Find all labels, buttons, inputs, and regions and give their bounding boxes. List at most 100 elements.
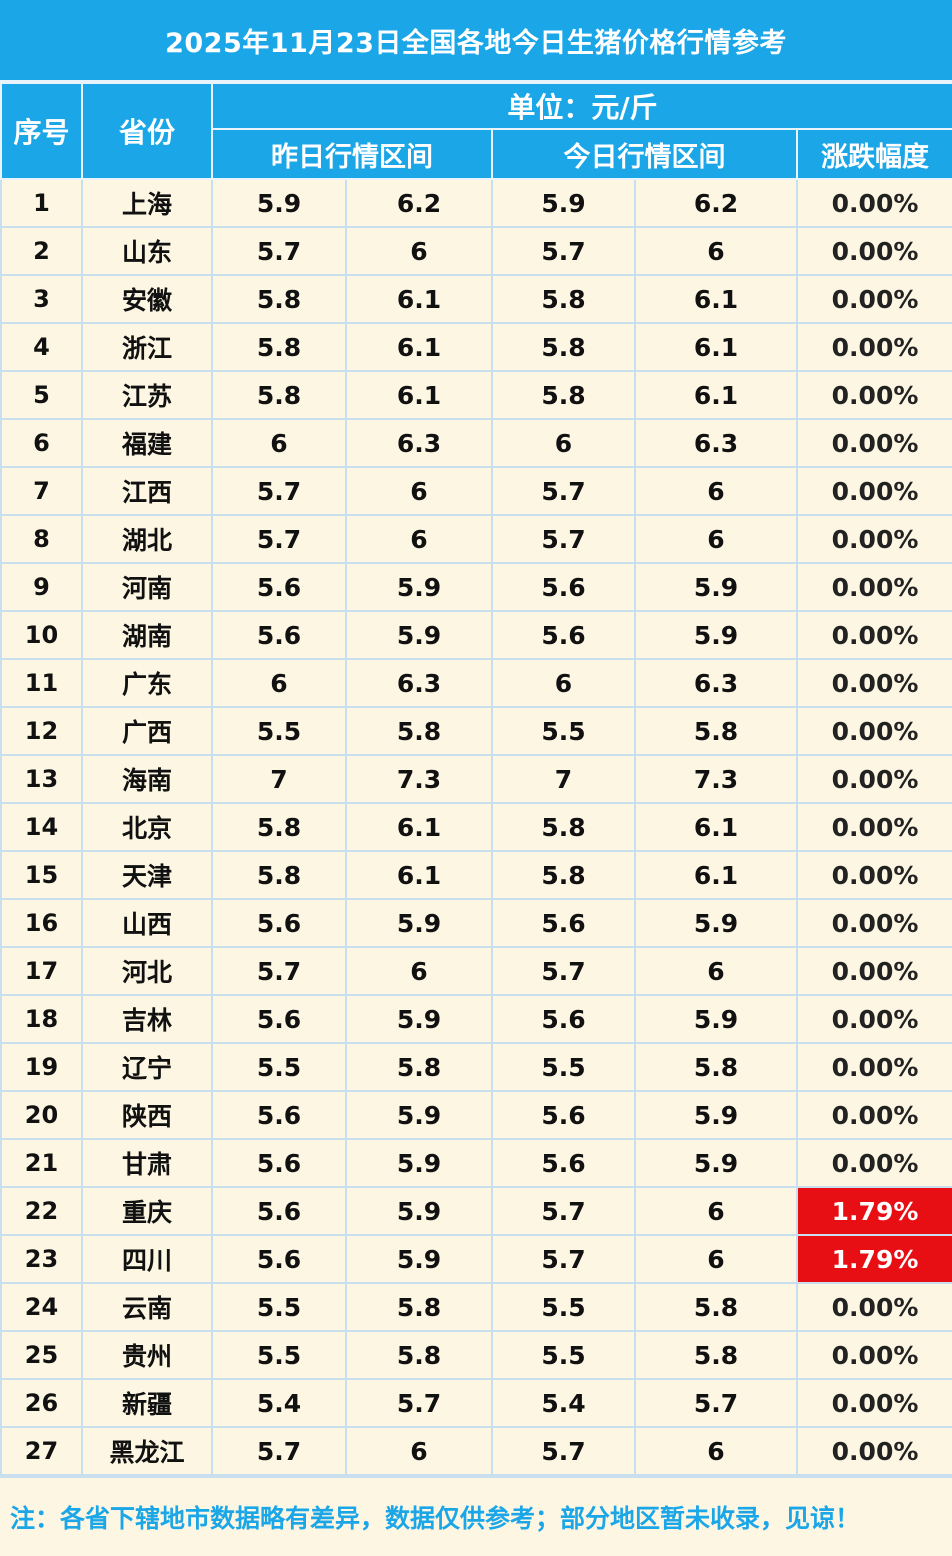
yesterday-low: 5.6 bbox=[211, 562, 347, 612]
yesterday-high: 5.8 bbox=[345, 1282, 493, 1332]
yesterday-low: 5.6 bbox=[211, 1090, 347, 1140]
row-province: 贵州 bbox=[81, 1330, 213, 1380]
row-index: 15 bbox=[0, 850, 83, 900]
today-low: 5.8 bbox=[491, 850, 636, 900]
row-index: 3 bbox=[0, 274, 83, 324]
row-province: 陕西 bbox=[81, 1090, 213, 1140]
today-low: 5.5 bbox=[491, 706, 636, 756]
yesterday-high: 5.9 bbox=[345, 562, 493, 612]
row-index: 1 bbox=[0, 178, 83, 228]
today-low: 5.5 bbox=[491, 1282, 636, 1332]
today-low: 6 bbox=[491, 658, 636, 708]
today-low: 5.8 bbox=[491, 370, 636, 420]
today-low: 5.4 bbox=[491, 1378, 636, 1428]
row-province: 安徽 bbox=[81, 274, 213, 324]
yesterday-low: 6 bbox=[211, 418, 347, 468]
today-low: 5.6 bbox=[491, 898, 636, 948]
today-high: 6 bbox=[634, 1186, 798, 1236]
yesterday-high: 6.1 bbox=[345, 370, 493, 420]
row-province: 辽宁 bbox=[81, 1042, 213, 1092]
yesterday-low: 5.5 bbox=[211, 706, 347, 756]
today-high: 6 bbox=[634, 466, 798, 516]
change-percent: 0.00% bbox=[795, 1138, 952, 1188]
price-table: 序号 省份 单位：元/斤 昨日行情区间 今日行情区间 涨跌幅度 1 上海 5.9 6.… bbox=[0, 82, 952, 1476]
row-province: 山西 bbox=[81, 898, 213, 948]
row-province: 浙江 bbox=[81, 322, 213, 372]
today-high: 5.9 bbox=[634, 562, 798, 612]
today-low: 5.5 bbox=[491, 1330, 636, 1380]
yesterday-low: 5.6 bbox=[211, 1138, 347, 1188]
yesterday-low: 5.7 bbox=[211, 514, 347, 564]
row-province: 上海 bbox=[81, 178, 213, 228]
table-row: 16 山西 5.6 5.9 5.6 5.9 0.00% bbox=[0, 898, 952, 948]
today-low: 5.7 bbox=[491, 466, 636, 516]
yesterday-high: 6 bbox=[345, 466, 493, 516]
yesterday-low: 5.7 bbox=[211, 226, 347, 276]
yesterday-high: 6.1 bbox=[345, 850, 493, 900]
today-high: 5.8 bbox=[634, 706, 798, 756]
table-row: 8 湖北 5.7 6 5.7 6 0.00% bbox=[0, 514, 952, 564]
yesterday-low: 5.7 bbox=[211, 466, 347, 516]
header-today: 今日行情区间 bbox=[491, 128, 798, 180]
change-percent: 0.00% bbox=[795, 1042, 952, 1092]
yesterday-high: 5.9 bbox=[345, 994, 493, 1044]
yesterday-low: 5.5 bbox=[211, 1282, 347, 1332]
table-header: 序号 省份 单位：元/斤 昨日行情区间 今日行情区间 涨跌幅度 bbox=[0, 82, 952, 180]
row-province: 河北 bbox=[81, 946, 213, 996]
change-percent: 0.00% bbox=[795, 178, 952, 228]
today-low: 5.5 bbox=[491, 1042, 636, 1092]
yesterday-high: 5.9 bbox=[345, 610, 493, 660]
today-low: 7 bbox=[491, 754, 636, 804]
change-percent: 0.00% bbox=[795, 322, 952, 372]
today-high: 6.1 bbox=[634, 802, 798, 852]
yesterday-low: 5.5 bbox=[211, 1330, 347, 1380]
yesterday-low: 5.4 bbox=[211, 1378, 347, 1428]
change-percent: 0.00% bbox=[795, 754, 952, 804]
table-row: 11 广东 6 6.3 6 6.3 0.00% bbox=[0, 658, 952, 708]
today-high: 5.8 bbox=[634, 1042, 798, 1092]
table-row: 5 江苏 5.8 6.1 5.8 6.1 0.00% bbox=[0, 370, 952, 420]
row-province: 江西 bbox=[81, 466, 213, 516]
row-index: 26 bbox=[0, 1378, 83, 1428]
yesterday-low: 5.6 bbox=[211, 898, 347, 948]
yesterday-high: 6 bbox=[345, 1426, 493, 1476]
today-high: 6 bbox=[634, 226, 798, 276]
row-province: 广西 bbox=[81, 706, 213, 756]
today-low: 5.8 bbox=[491, 322, 636, 372]
yesterday-high: 5.9 bbox=[345, 1138, 493, 1188]
table-row: 17 河北 5.7 6 5.7 6 0.00% bbox=[0, 946, 952, 996]
row-province: 北京 bbox=[81, 802, 213, 852]
change-percent: 0.00% bbox=[795, 898, 952, 948]
yesterday-low: 5.6 bbox=[211, 994, 347, 1044]
today-high: 5.9 bbox=[634, 994, 798, 1044]
table-row: 24 云南 5.5 5.8 5.5 5.8 0.00% bbox=[0, 1282, 952, 1332]
row-index: 25 bbox=[0, 1330, 83, 1380]
row-province: 新疆 bbox=[81, 1378, 213, 1428]
row-province: 湖北 bbox=[81, 514, 213, 564]
row-province: 四川 bbox=[81, 1234, 213, 1284]
yesterday-high: 5.9 bbox=[345, 898, 493, 948]
table-row: 6 福建 6 6.3 6 6.3 0.00% bbox=[0, 418, 952, 468]
table-row: 4 浙江 5.8 6.1 5.8 6.1 0.00% bbox=[0, 322, 952, 372]
row-province: 广东 bbox=[81, 658, 213, 708]
change-percent: 0.00% bbox=[795, 1378, 952, 1428]
change-percent: 0.00% bbox=[795, 994, 952, 1044]
row-index: 10 bbox=[0, 610, 83, 660]
today-high: 7.3 bbox=[634, 754, 798, 804]
yesterday-low: 5.8 bbox=[211, 274, 347, 324]
today-low: 5.8 bbox=[491, 274, 636, 324]
yesterday-high: 6.3 bbox=[345, 658, 493, 708]
today-high: 6 bbox=[634, 1426, 798, 1476]
header-province: 省份 bbox=[81, 82, 213, 180]
table-row: 7 江西 5.7 6 5.7 6 0.00% bbox=[0, 466, 952, 516]
row-province: 重庆 bbox=[81, 1186, 213, 1236]
yesterday-low: 6 bbox=[211, 658, 347, 708]
today-high: 5.8 bbox=[634, 1282, 798, 1332]
change-percent: 0.00% bbox=[795, 1330, 952, 1380]
table-row: 20 陕西 5.6 5.9 5.6 5.9 0.00% bbox=[0, 1090, 952, 1140]
today-high: 5.8 bbox=[634, 1330, 798, 1380]
row-index: 4 bbox=[0, 322, 83, 372]
yesterday-high: 5.9 bbox=[345, 1186, 493, 1236]
change-percent: 0.00% bbox=[795, 226, 952, 276]
today-low: 5.7 bbox=[491, 1234, 636, 1284]
